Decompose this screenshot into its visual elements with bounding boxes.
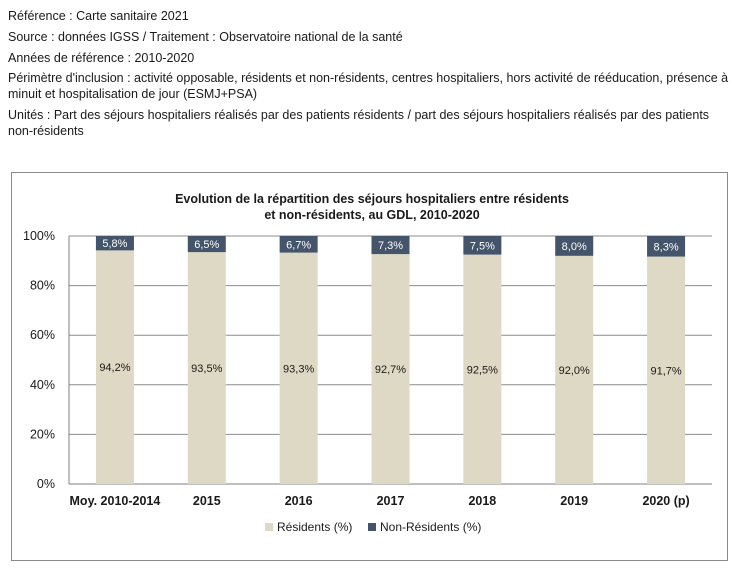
y-tick-label: 20% — [30, 427, 55, 441]
legend-label-residents: Résidents (%) — [277, 520, 352, 534]
bar-residents — [647, 256, 686, 484]
bar-non-residents — [187, 236, 226, 253]
y-tick-label: 40% — [30, 378, 55, 392]
chart-title: Evolution de la répartition des séjours … — [162, 191, 582, 223]
data-label-non-residents: 5,8% — [102, 238, 127, 250]
data-label-non-residents: 6,5% — [194, 239, 219, 251]
y-tick-label: 100% — [23, 229, 55, 243]
data-label-residents: 92,0% — [559, 365, 590, 377]
reference-years-text: Années de référence : 2010-2020 — [8, 51, 195, 65]
bar-residents — [463, 254, 502, 484]
y-tick-label: 60% — [30, 328, 55, 342]
x-category-label: 2016 — [285, 494, 313, 508]
bar-residents — [371, 254, 410, 484]
bar-non-residents — [647, 236, 686, 257]
data-label-non-residents: 7,3% — [378, 240, 403, 252]
bar-non-residents — [371, 236, 410, 255]
reference-text: Référence : Carte sanitaire 2021 — [8, 9, 189, 23]
bar-non-residents — [95, 236, 134, 251]
chart-frame: Evolution de la répartition des séjours … — [11, 172, 728, 561]
bar-residents — [555, 255, 594, 484]
data-label-residents: 91,7% — [650, 365, 681, 377]
data-label-non-residents: 8,3% — [654, 241, 679, 253]
bar-non-residents — [279, 236, 318, 253]
x-category-label: 2018 — [468, 494, 496, 508]
perimeter-text: Périmètre d'inclusion : activité opposab… — [8, 71, 729, 101]
units-text: Unités : Part des séjours hospitaliers r… — [8, 108, 710, 138]
x-category-label: 2017 — [377, 494, 405, 508]
legend-label-non-residents: Non-Résidents (%) — [380, 520, 481, 534]
bar-residents — [279, 252, 318, 484]
source-text: Source : données IGSS / Traitement : Obs… — [8, 30, 403, 44]
y-tick-label: 0% — [37, 477, 55, 491]
data-label-residents: 93,3% — [283, 363, 314, 375]
legend-swatch-residents — [265, 523, 273, 531]
legend-swatch-non-residents — [368, 523, 376, 531]
data-label-non-residents: 8,0% — [562, 241, 587, 253]
chart-title-line-2: et non-résidents, au GDL, 2010-2020 — [264, 208, 480, 222]
y-tick-label: 80% — [30, 279, 55, 293]
x-category-label: 2020 (p) — [642, 494, 689, 508]
bar-residents — [187, 252, 226, 484]
data-label-residents: 92,7% — [375, 364, 406, 376]
data-label-residents: 93,5% — [191, 363, 222, 375]
bar-non-residents — [555, 236, 594, 256]
data-label-non-residents: 6,7% — [286, 239, 311, 251]
data-label-residents: 94,2% — [99, 362, 130, 374]
chart-title-line-1: Evolution de la répartition des séjours … — [175, 192, 569, 206]
bar-non-residents — [463, 236, 502, 255]
stacked-bar-chart: 0% 20% 40% 60% 80% 100% 94,2% 5,8% Moy. 2010-201… — [23, 229, 712, 534]
data-label-residents: 92,5% — [467, 364, 498, 376]
x-category-label: 2015 — [193, 494, 221, 508]
data-label-non-residents: 7,5% — [470, 240, 495, 252]
x-category-label: Moy. 2010-2014 — [70, 494, 161, 508]
metadata-block: Référence : Carte sanitaire 2021 Source … — [8, 8, 733, 144]
bar-residents — [95, 250, 134, 484]
x-category-label: 2019 — [560, 494, 588, 508]
